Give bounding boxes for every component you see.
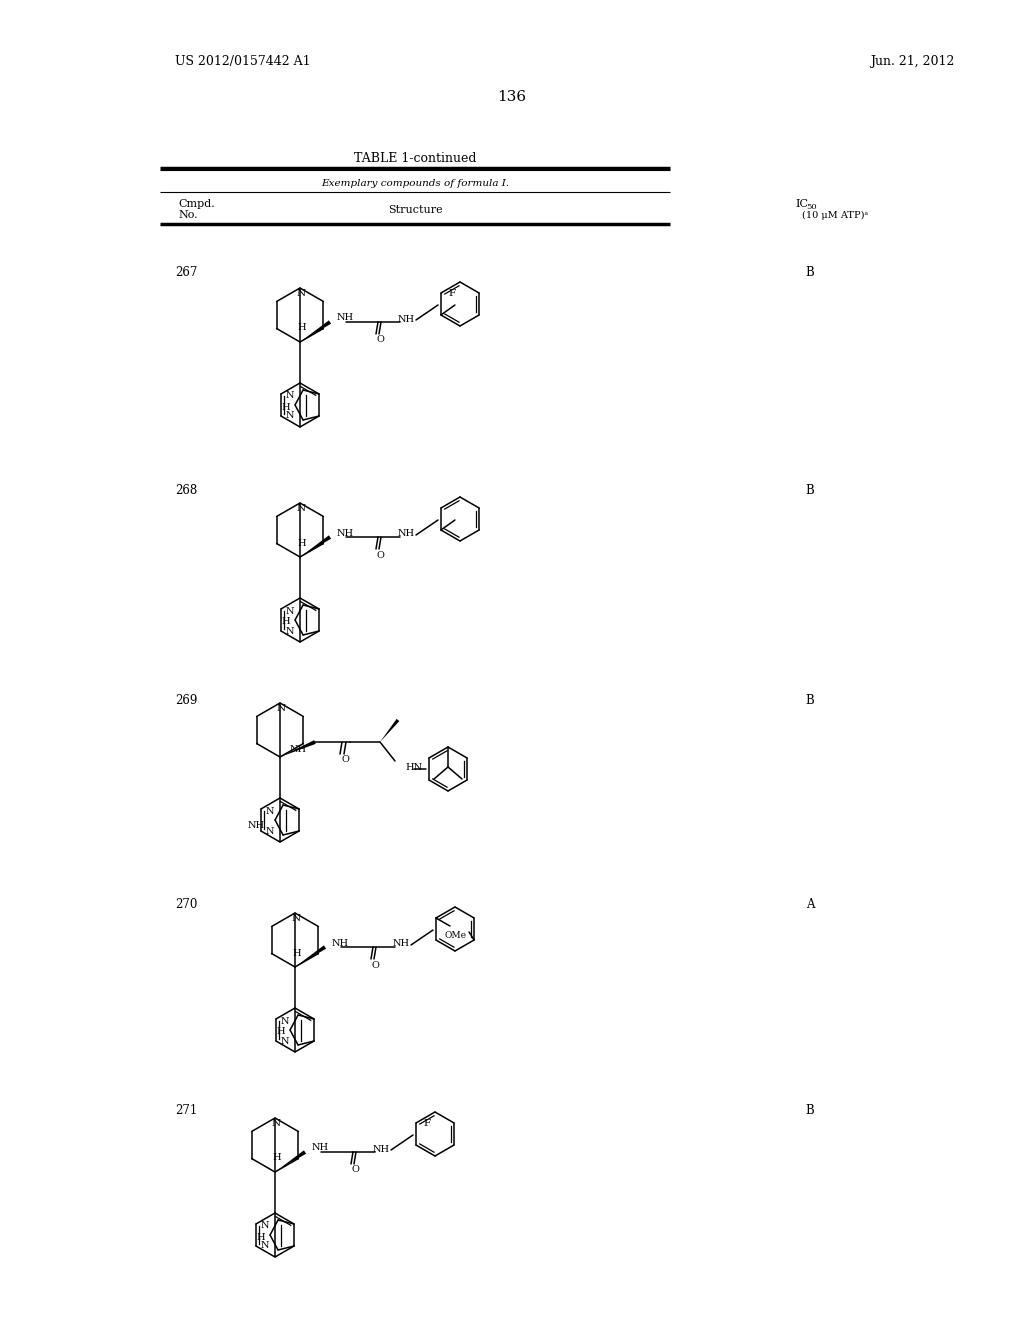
- Text: O: O: [371, 961, 379, 969]
- Text: O: O: [351, 1166, 359, 1175]
- Text: N: N: [266, 807, 274, 816]
- Text: Exemplary compounds of formula I.: Exemplary compounds of formula I.: [321, 178, 509, 187]
- Text: N: N: [286, 606, 295, 615]
- Text: N: N: [296, 289, 305, 298]
- Text: B: B: [806, 265, 814, 279]
- Text: O: O: [376, 335, 384, 345]
- Text: Jun. 21, 2012: Jun. 21, 2012: [870, 55, 954, 69]
- Text: O: O: [341, 755, 349, 764]
- Text: NH: NH: [397, 529, 415, 539]
- Text: 50: 50: [806, 203, 816, 211]
- Text: H: H: [282, 403, 290, 412]
- Text: N: N: [286, 412, 295, 421]
- Text: N: N: [292, 913, 301, 923]
- Text: 269: 269: [175, 693, 198, 706]
- Text: H: H: [276, 1027, 285, 1036]
- Text: OMe: OMe: [444, 931, 466, 940]
- Text: NH: NH: [248, 821, 265, 829]
- Text: NH: NH: [392, 940, 410, 949]
- Text: Cmpd.: Cmpd.: [178, 199, 215, 209]
- Text: NH: NH: [312, 1143, 329, 1152]
- Text: N: N: [286, 627, 295, 635]
- Text: B: B: [806, 693, 814, 706]
- Text: O: O: [376, 550, 384, 560]
- Text: H: H: [298, 323, 306, 333]
- Text: B: B: [806, 483, 814, 496]
- Polygon shape: [275, 1150, 306, 1172]
- Text: H: H: [298, 539, 306, 548]
- Polygon shape: [380, 719, 399, 742]
- Text: N: N: [281, 1016, 290, 1026]
- Text: (10 μM ATP)ᵃ: (10 μM ATP)ᵃ: [802, 210, 868, 219]
- Text: 136: 136: [498, 90, 526, 104]
- Text: N: N: [266, 826, 274, 836]
- Text: 268: 268: [175, 483, 198, 496]
- Polygon shape: [295, 945, 326, 968]
- Text: TABLE 1-continued: TABLE 1-continued: [353, 152, 476, 165]
- Text: 271: 271: [175, 1104, 198, 1117]
- Text: NH: NH: [337, 528, 354, 537]
- Text: NH: NH: [332, 939, 349, 948]
- Text: N: N: [261, 1242, 269, 1250]
- Text: NH: NH: [397, 314, 415, 323]
- Text: No.: No.: [178, 210, 198, 220]
- Text: HN: HN: [406, 763, 422, 771]
- Text: A: A: [806, 899, 814, 912]
- Text: US 2012/0157442 A1: US 2012/0157442 A1: [175, 55, 310, 69]
- Text: B: B: [806, 1104, 814, 1117]
- Text: N: N: [296, 504, 305, 513]
- Polygon shape: [280, 741, 315, 756]
- Text: H: H: [272, 1154, 282, 1163]
- Text: N: N: [271, 1119, 281, 1129]
- Text: F: F: [449, 289, 456, 297]
- Text: NH: NH: [290, 744, 307, 754]
- Text: 270: 270: [175, 899, 198, 912]
- Text: H: H: [256, 1233, 265, 1242]
- Text: H: H: [282, 618, 290, 627]
- Text: NH: NH: [337, 314, 354, 322]
- Polygon shape: [300, 321, 331, 342]
- Text: N: N: [261, 1221, 269, 1230]
- Text: N: N: [276, 704, 286, 713]
- Text: 267: 267: [175, 265, 198, 279]
- Text: Structure: Structure: [388, 205, 442, 215]
- Text: N: N: [281, 1036, 290, 1045]
- Text: F: F: [424, 1118, 431, 1127]
- Text: NH: NH: [373, 1144, 389, 1154]
- Text: IC: IC: [795, 199, 808, 209]
- Text: N: N: [286, 392, 295, 400]
- Text: H: H: [293, 949, 301, 957]
- Polygon shape: [300, 536, 331, 557]
